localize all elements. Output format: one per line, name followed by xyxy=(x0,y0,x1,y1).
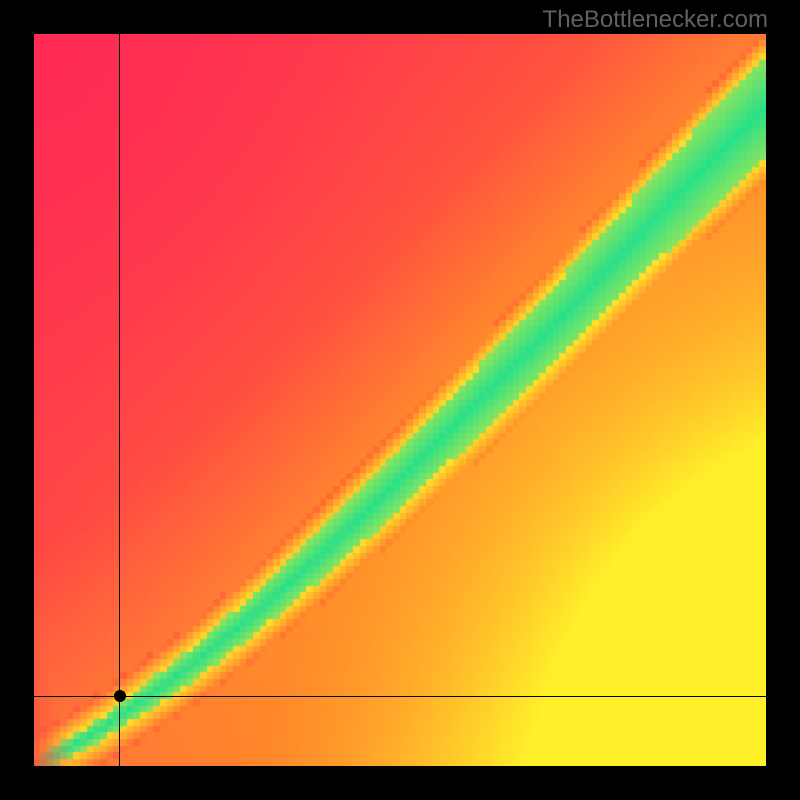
crosshair-horizontal xyxy=(34,696,766,697)
crosshair-marker xyxy=(114,690,126,702)
chart-container: TheBottlenecker.com xyxy=(0,0,800,800)
bottleneck-heatmap xyxy=(34,34,766,766)
watermark-text: TheBottlenecker.com xyxy=(543,6,768,34)
crosshair-vertical xyxy=(119,34,120,766)
